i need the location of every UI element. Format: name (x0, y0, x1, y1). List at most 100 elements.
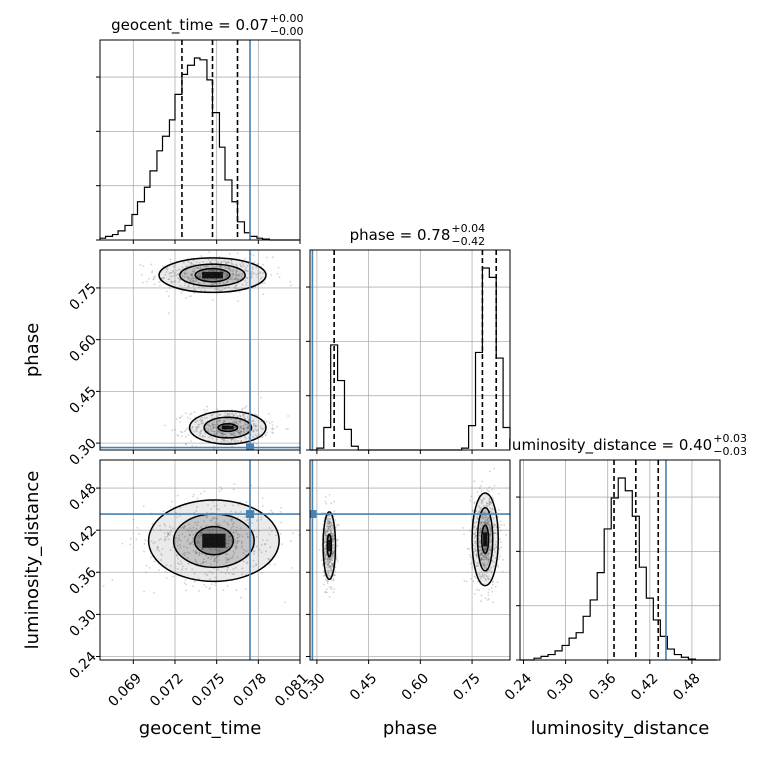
scatter-point (253, 529, 256, 532)
x-tick-label: 0.069 (105, 670, 145, 710)
scatter-point (226, 267, 229, 270)
scatter-point (241, 535, 244, 538)
scatter-point (150, 556, 152, 559)
scatter-point (488, 568, 491, 571)
scatter-point (157, 547, 159, 550)
scatter-point (271, 424, 274, 426)
scatter-point (480, 551, 483, 554)
scatter-point (218, 419, 220, 422)
scatter-point (496, 581, 499, 584)
scatter-point (214, 581, 217, 584)
frame-phase_vs_geocent_time (99, 249, 301, 451)
scatter-point (323, 583, 326, 586)
scatter-point (211, 269, 214, 272)
scatter-point (485, 575, 488, 577)
scatter-point (186, 557, 189, 560)
scatter-point (163, 523, 166, 525)
scatter-point (476, 562, 479, 564)
scatter-point (222, 281, 224, 284)
scatter-point (488, 501, 491, 504)
scatter-point (228, 261, 231, 264)
scatter-point (487, 552, 490, 555)
scatter-point (233, 277, 236, 280)
scatter-point (220, 260, 223, 263)
scatter-point (168, 272, 171, 275)
scatter-point (490, 501, 493, 504)
scatter-point (228, 412, 231, 415)
panel-title-eq: = (395, 226, 417, 244)
scatter-point (253, 261, 256, 264)
scatter-point (482, 497, 485, 500)
scatter-point (252, 419, 255, 422)
scatter-point (199, 562, 202, 565)
scatter-point (484, 522, 487, 524)
scatter-point (242, 552, 245, 554)
scatter-point (490, 502, 493, 505)
scatter-point (197, 541, 200, 544)
panel-2d-phase_vs_geocent_time (96, 250, 301, 454)
scatter-point (238, 274, 240, 277)
scatter-point (276, 272, 279, 275)
scatter-point (231, 421, 234, 423)
scatter-point (222, 439, 225, 441)
scatter-point (203, 435, 206, 438)
scatter-point (175, 418, 178, 420)
scatter-point (238, 428, 241, 431)
scatter-point (218, 434, 220, 437)
scatter-point (190, 541, 193, 544)
scatter-point (474, 533, 477, 535)
scatter-point (485, 516, 488, 518)
scatter-point (236, 542, 239, 544)
scatter-point (270, 274, 273, 276)
scatter-point (488, 524, 491, 527)
scatter-point (111, 579, 114, 581)
scatter-point (209, 558, 212, 561)
scatter-point (234, 277, 237, 280)
scatter-point (227, 417, 230, 420)
scatter-point (478, 529, 481, 532)
scatter-point (485, 556, 488, 559)
scatter-point (484, 519, 487, 521)
scatter-point (475, 515, 478, 518)
scatter-point (209, 260, 212, 263)
scatter-point (235, 263, 238, 266)
scatter-point (498, 526, 501, 529)
scatter-point (195, 552, 198, 555)
scatter-point (191, 426, 194, 429)
scatter-point (150, 540, 153, 543)
scatter-point (221, 432, 224, 434)
scatter-point (494, 551, 497, 553)
scatter-point (209, 578, 211, 581)
scatter-point (230, 510, 233, 513)
scatter-point (167, 295, 170, 298)
scatter-point (216, 432, 219, 435)
panel-title-plus: +0.04 (451, 222, 485, 235)
scatter-point (326, 560, 329, 562)
x-tick-label: 0.48 (670, 670, 703, 703)
scatter-point (479, 527, 482, 529)
scatter-point (198, 589, 200, 592)
scatter-point (187, 260, 190, 263)
scatter-point (489, 533, 491, 536)
scatter-point (483, 554, 486, 557)
scatter-point (252, 272, 255, 275)
scatter-point (488, 533, 491, 536)
scatter-point (232, 433, 235, 436)
scatter-point (244, 436, 246, 439)
scatter-point (203, 490, 206, 493)
scatter-point (154, 541, 157, 544)
scatter-point (335, 558, 338, 561)
scatter-point (498, 557, 500, 560)
scatter-point (185, 443, 187, 446)
scatter-point (218, 283, 221, 285)
scatter-point (496, 564, 499, 566)
scatter-point (499, 555, 502, 558)
scatter-point (198, 423, 201, 426)
scatter-point (325, 566, 328, 569)
scatter-point (212, 269, 214, 272)
scatter-point (243, 415, 245, 418)
scatter-point (330, 532, 332, 535)
scatter-point (238, 432, 241, 435)
y-tick-label: 0.48 (67, 480, 100, 513)
scatter-point (245, 562, 248, 565)
